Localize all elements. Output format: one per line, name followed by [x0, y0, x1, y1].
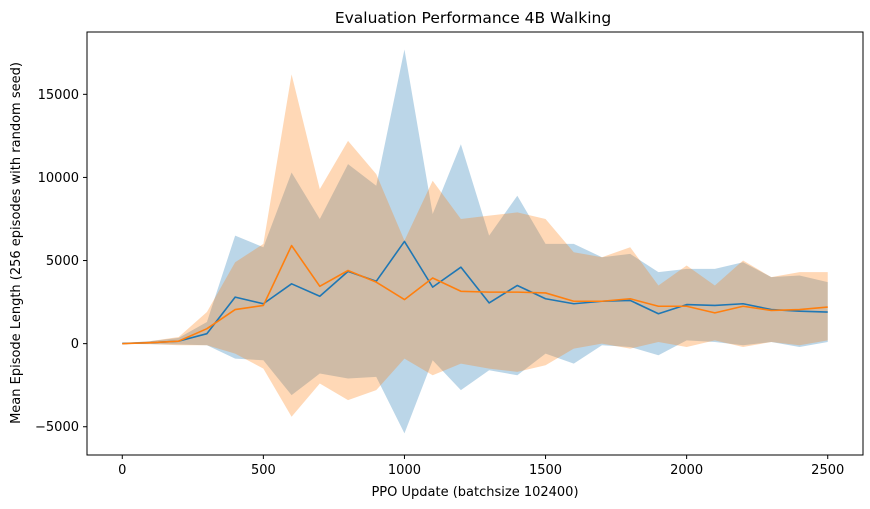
y-axis-ticks: −5000 0 5000 10000 15000	[35, 88, 87, 435]
x-tick-label: 2500	[811, 463, 844, 478]
y-tick-label: 0	[71, 337, 79, 352]
y-tick-label: 15000	[38, 88, 79, 103]
y-tick-label: −5000	[35, 420, 79, 435]
confidence-bands	[122, 49, 828, 434]
x-tick-label: 2000	[670, 463, 703, 478]
series-1-band	[122, 49, 828, 434]
series-2-band	[122, 74, 828, 417]
x-axis-ticks: 0 500 1000 1500 2000 2500	[118, 455, 844, 478]
x-tick-label: 1000	[388, 463, 421, 478]
chart-title: Evaluation Performance 4B Walking	[335, 9, 611, 27]
x-tick-label: 0	[118, 463, 126, 478]
series-lines	[122, 240, 828, 345]
y-tick-label: 5000	[46, 254, 79, 269]
y-tick-label: 10000	[38, 171, 79, 186]
series-1-line	[122, 240, 828, 345]
y-axis-label: Mean Episode Length (256 episodes with r…	[9, 62, 24, 424]
series-2-line	[122, 244, 828, 345]
x-axis-label: PPO Update (batchsize 102400)	[371, 485, 578, 500]
x-tick-label: 1500	[529, 463, 562, 478]
x-tick-label: 500	[251, 463, 276, 478]
plot-frame	[86, 31, 864, 456]
